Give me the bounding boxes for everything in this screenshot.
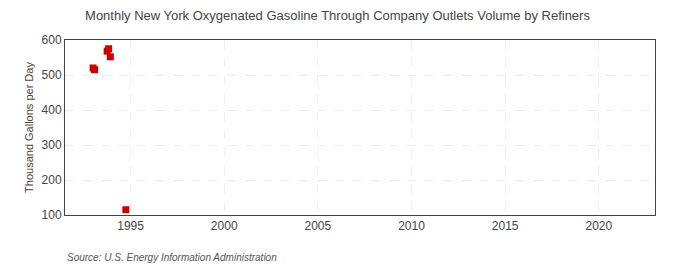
svg-text:2015: 2015 <box>492 219 519 233</box>
svg-text:2005: 2005 <box>305 219 332 233</box>
svg-text:Monthly New York Oxygenated Ga: Monthly New York Oxygenated Gasoline Thr… <box>85 8 590 23</box>
svg-text:Source: U.S. Energy Informatio: Source: U.S. Energy Information Administ… <box>67 252 277 263</box>
svg-text:Thousand Gallons per Day: Thousand Gallons per Day <box>23 62 35 193</box>
svg-text:200: 200 <box>42 173 62 187</box>
svg-text:500: 500 <box>42 68 62 82</box>
svg-text:2000: 2000 <box>211 219 238 233</box>
svg-text:300: 300 <box>42 138 62 152</box>
svg-text:400: 400 <box>42 103 62 117</box>
svg-text:600: 600 <box>42 33 62 47</box>
svg-text:2010: 2010 <box>398 219 425 233</box>
svg-text:1995: 1995 <box>117 219 144 233</box>
svg-text:2020: 2020 <box>585 219 612 233</box>
svg-text:100: 100 <box>42 208 62 222</box>
